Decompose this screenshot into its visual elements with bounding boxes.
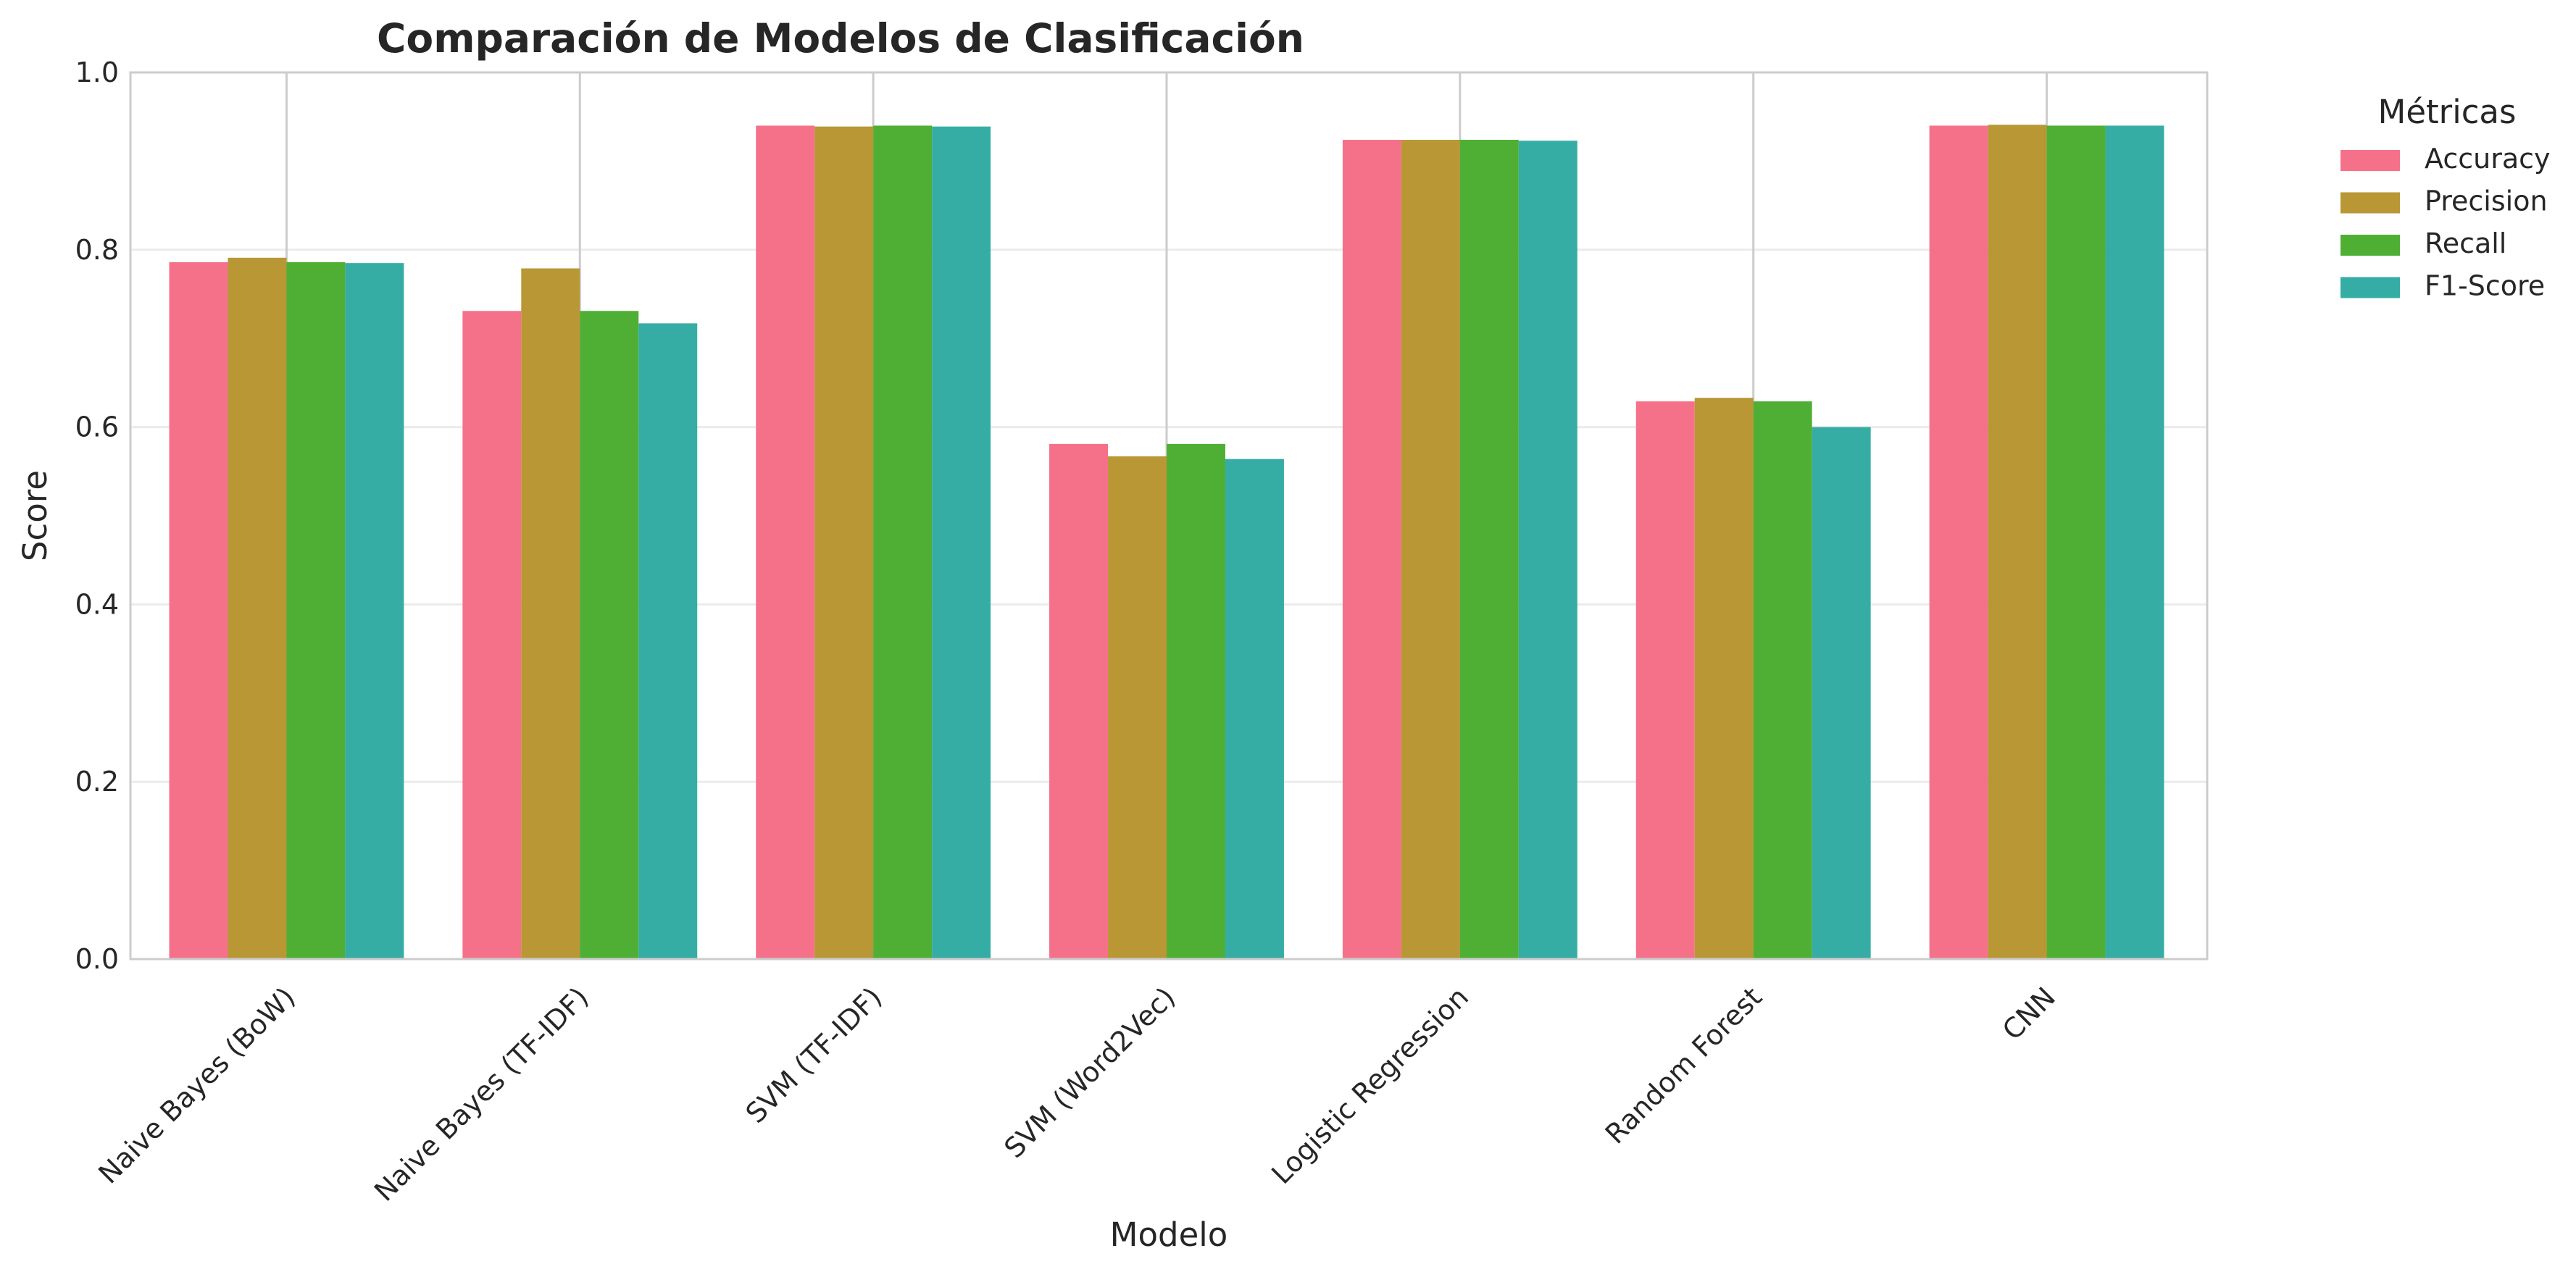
legend-swatch [2341,150,2400,171]
bar-f1-score-5 [1518,141,1577,959]
legend-label: Precision [2425,185,2548,217]
x-tick-label: CNN [1996,981,2062,1046]
legend-title: Métricas [2378,93,2517,131]
bar-f1-score-7 [2105,125,2164,960]
bar-f1-score-4 [1225,459,1284,959]
y-tick-label: 0.8 [75,234,119,266]
chart-title: Comparación de Modelos de Clasificación [377,15,1304,62]
bar-recall-2 [580,311,639,960]
bars [169,125,2164,960]
legend-label: Accuracy [2425,143,2551,175]
plot-frame [129,71,2209,961]
bar-precision-3 [814,126,874,959]
bar-f1-score-6 [1812,427,1871,959]
bar-precision-5 [1401,140,1460,959]
bar-recall-7 [2046,125,2106,960]
legend-items: Accuracy Precision Recall F1-Score [2341,143,2551,302]
y-tick-label: 0.0 [75,943,119,975]
x-tick-label: SVM (Word2Vec) [998,981,1181,1164]
x-tick-label: Naive Bayes (BoW) [92,981,301,1189]
bar-precision-7 [1988,125,2047,959]
x-tick-label: Random Forest [1599,981,1768,1150]
bar-precision-1 [228,257,287,959]
legend-swatch [2341,235,2400,256]
bar-recall-1 [286,261,346,959]
bar-accuracy-2 [462,311,522,960]
bar-recall-6 [1753,401,1812,959]
bar-accuracy-7 [1929,125,1988,960]
bar-accuracy-3 [756,125,815,960]
x-axis-label: Modelo [1110,1215,1228,1254]
legend-label: F1-Score [2425,270,2545,302]
bar-precision-2 [521,268,580,959]
x-tick-label: Naive Bayes (TF-IDF) [368,981,595,1208]
bar-accuracy-4 [1049,443,1109,959]
bar-precision-6 [1694,398,1754,959]
bar-accuracy-5 [1342,140,1401,959]
bar-f1-score-3 [932,126,991,959]
y-tick-label: 0.2 [75,766,119,798]
bar-accuracy-1 [169,261,228,959]
legend-label: Recall [2425,227,2506,259]
legend: Métricas Accuracy Precision Recall F1-Score [2341,93,2551,302]
legend-swatch [2341,277,2400,298]
bar-recall-3 [873,125,933,960]
bar-precision-4 [1108,456,1167,959]
x-tick-label: Logistic Regression [1265,981,1475,1190]
legend-swatch [2341,192,2400,214]
y-axis-ticks: 0.0 0.2 0.4 0.6 0.8 1.0 [75,57,119,975]
bar-f1-score-1 [345,263,404,959]
bar-recall-4 [1167,443,1225,959]
bar-recall-5 [1459,140,1519,959]
y-axis-label: Score [16,470,54,561]
bar-accuracy-6 [1635,401,1695,959]
y-tick-label: 0.6 [75,411,119,443]
y-tick-label: 1.0 [75,57,119,88]
y-tick-label: 0.4 [75,588,119,620]
bar-f1-score-2 [638,323,698,960]
x-tick-label: SVM (TF-IDF) [740,981,888,1129]
x-axis-ticks: Naive Bayes (BoW) Naive Bayes (TF-IDF) SVM… [92,981,2062,1208]
